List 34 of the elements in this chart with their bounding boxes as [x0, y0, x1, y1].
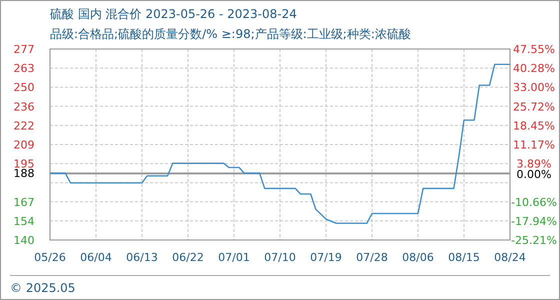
- y2-tick-label: -25.21%: [511, 234, 557, 247]
- y-tick-label: 167: [14, 196, 34, 209]
- y2-tick-label: 47.55%: [513, 43, 555, 56]
- line-series: [49, 64, 511, 224]
- y-tick-label: 209: [14, 138, 34, 152]
- y2-tick-label: 40.28%: [513, 62, 555, 76]
- y-tick-label: 236: [14, 100, 34, 114]
- ref-line-label: 188: [14, 167, 34, 180]
- x-tick-label: 08/15: [448, 251, 480, 264]
- chart-subtitle: 品级:合格品;硫酸的质量分数/% ≥:98;产品等级:工业级;种类:浓硫酸: [50, 27, 411, 41]
- x-tick-label: 08/24: [494, 251, 526, 264]
- chart-title: 硫酸 国内 混合价 2023-05-26 - 2023-08-24: [50, 7, 297, 21]
- y2-tick-label: -17.94%: [511, 214, 557, 228]
- y2-tick-label: 11.17%: [513, 138, 555, 152]
- y-tick-label: 263: [14, 62, 34, 76]
- y2-tick-label: 33.00%: [513, 81, 555, 94]
- y-tick-label: 154: [14, 214, 34, 228]
- x-tick-label: 06/22: [172, 251, 204, 264]
- x-tick-label: 07/01: [218, 251, 250, 264]
- x-tick-label: 06/13: [126, 251, 158, 264]
- y-tick-label: 222: [14, 119, 34, 132]
- x-tick-label: 07/19: [310, 251, 342, 264]
- y-tick-label: 277: [14, 43, 34, 56]
- x-tick-label: 06/04: [80, 251, 112, 264]
- text: © 2025.05: [10, 281, 76, 295]
- x-tick-label: 07/10: [264, 251, 296, 264]
- x-tick-label: 08/06: [402, 251, 434, 264]
- x-tick-label: 07/28: [356, 251, 388, 264]
- y-tick-label: 140: [14, 234, 34, 247]
- y2-tick-label: 25.72%: [513, 100, 555, 114]
- y-tick-label: 250: [14, 81, 34, 94]
- y2-tick-label: -10.66%: [511, 196, 557, 209]
- x-tick-label: 05/26: [34, 251, 66, 264]
- y2-tick-label: 18.45%: [513, 119, 555, 132]
